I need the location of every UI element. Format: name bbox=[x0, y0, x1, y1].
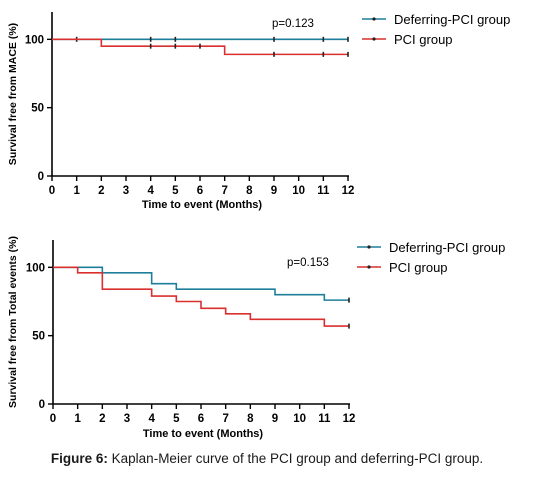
deferring-legend-marker bbox=[367, 245, 371, 249]
pci-legend-marker bbox=[367, 265, 371, 269]
x-tick-label: 1 bbox=[73, 185, 80, 197]
caption-text: Kaplan-Meier curve of the PCI group and … bbox=[107, 451, 484, 466]
pci-legend-label: PCI group bbox=[389, 260, 448, 275]
x-tick-label: 4 bbox=[148, 413, 155, 425]
pci-legend-marker bbox=[372, 37, 376, 41]
x-tick-label: 9 bbox=[272, 413, 278, 425]
x-tick-label: 7 bbox=[221, 185, 227, 197]
x-tick-label: 2 bbox=[99, 413, 105, 425]
x-axis-title: Time to event (Months) bbox=[142, 199, 263, 211]
y-tick-label: 100 bbox=[25, 34, 44, 46]
y-tick-label: 50 bbox=[32, 331, 45, 343]
deferring-legend-label: Deferring-PCI group bbox=[394, 12, 510, 27]
x-axis-title: Time to event (Months) bbox=[143, 428, 264, 440]
y-tick-label: 100 bbox=[26, 262, 45, 274]
x-tick-label: 9 bbox=[271, 185, 277, 197]
x-tick-label: 0 bbox=[50, 413, 56, 425]
deferring-legend-label: Deferring-PCI group bbox=[389, 240, 505, 255]
x-tick-label: 1 bbox=[74, 413, 81, 425]
x-tick-label: 6 bbox=[198, 413, 204, 425]
x-tick-label: 10 bbox=[292, 185, 305, 197]
y-tick-label: 0 bbox=[39, 399, 45, 411]
x-tick-label: 5 bbox=[172, 185, 179, 197]
y-tick-label: 0 bbox=[38, 171, 44, 183]
x-tick-label: 7 bbox=[222, 413, 228, 425]
caption-label: Figure 6: bbox=[50, 451, 108, 466]
x-tick-label: 2 bbox=[98, 185, 104, 197]
x-tick-label: 5 bbox=[173, 413, 180, 425]
deferring-survival-line bbox=[53, 266, 349, 301]
x-tick-label: 11 bbox=[318, 413, 331, 425]
pci-survival-line bbox=[53, 266, 349, 327]
x-tick-label: 10 bbox=[293, 413, 306, 425]
pci-legend-label: PCI group bbox=[394, 32, 453, 47]
x-tick-label: 12 bbox=[343, 413, 356, 425]
figure-caption: Figure 6: Kaplan-Meier curve of the PCI … bbox=[0, 451, 534, 466]
y-tick-label: 50 bbox=[31, 103, 44, 115]
x-tick-label: 11 bbox=[317, 185, 330, 197]
deferring-legend-marker bbox=[372, 17, 376, 21]
p-value-annotation: p=0.153 bbox=[287, 257, 329, 269]
x-tick-label: 3 bbox=[124, 413, 130, 425]
x-tick-label: 6 bbox=[197, 185, 203, 197]
x-tick-label: 8 bbox=[246, 185, 253, 197]
x-tick-label: 4 bbox=[147, 185, 154, 197]
x-tick-label: 3 bbox=[123, 185, 129, 197]
pci-survival-line bbox=[52, 38, 348, 56]
y-axis-title: Survival free from MACE (%) bbox=[7, 23, 19, 165]
x-tick-label: 12 bbox=[342, 185, 355, 197]
y-axis-title: Survival free from Total events (%) bbox=[7, 236, 19, 408]
p-value-annotation: p=0.123 bbox=[272, 18, 314, 30]
x-tick-label: 8 bbox=[247, 413, 254, 425]
x-tick-label: 0 bbox=[49, 185, 55, 197]
